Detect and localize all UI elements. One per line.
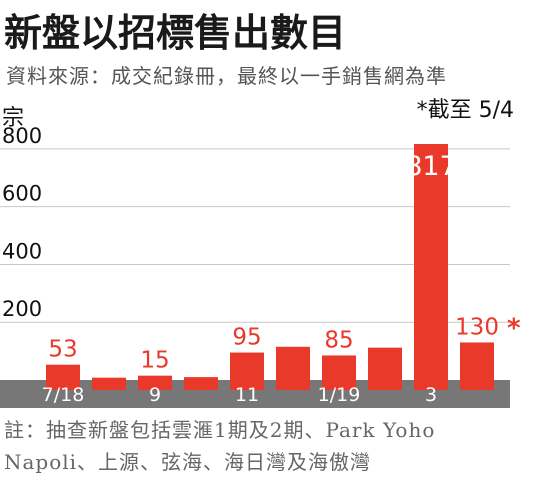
bar-2018-12 <box>276 346 310 390</box>
bar-2018-07 <box>46 364 80 390</box>
x-tick-labels: 7/18 9 11 1/19 3 <box>42 384 437 406</box>
x-tick-label: 7/18 <box>42 384 85 406</box>
bar-2019-04 <box>460 342 494 390</box>
bar-2018-09 <box>138 375 172 390</box>
data-label: 130 <box>455 314 499 340</box>
data-label: 817 <box>405 151 457 182</box>
x-tick-label: 11 <box>235 384 259 406</box>
y-tick-label: 200 <box>2 297 42 321</box>
data-labels: 53 15 95 85 817 130 * <box>48 151 521 374</box>
bar-2018-08 <box>92 377 126 390</box>
x-tick-label: 1/19 <box>318 384 361 406</box>
y-tick-label: 400 <box>2 239 42 263</box>
as-of-note: *截至 5/4 <box>416 98 514 123</box>
x-tick-label: 9 <box>149 384 161 406</box>
data-label: 15 <box>140 348 169 374</box>
bar-2019-03 <box>414 144 448 390</box>
y-axis-unit: 宗 <box>2 106 25 131</box>
x-tick-label: 3 <box>425 384 437 406</box>
chart-title: 新盤以招標售出數目 <box>4 11 347 55</box>
bar-2018-11 <box>230 352 264 390</box>
asterisk-marker: * <box>507 313 521 343</box>
bars <box>46 144 494 390</box>
data-label: 85 <box>324 327 353 353</box>
bar-2018-10 <box>184 377 218 390</box>
y-tick-label: 600 <box>2 182 42 206</box>
bar-2019-02 <box>368 347 402 390</box>
footnote: 註：抽查新盤包括雲滙1期及2期、Park Yoho Napoli、上源、弦海、海… <box>4 418 436 474</box>
y-tick-label: 800 <box>2 124 42 148</box>
source-note: 資料來源：成交紀錄冊，最終以一手銷售網為準 <box>6 64 447 88</box>
data-label: 95 <box>232 325 261 351</box>
bar-2019-01 <box>322 355 356 390</box>
data-label: 53 <box>48 337 77 363</box>
y-tick-labels: 200 400 600 800 <box>2 124 42 321</box>
